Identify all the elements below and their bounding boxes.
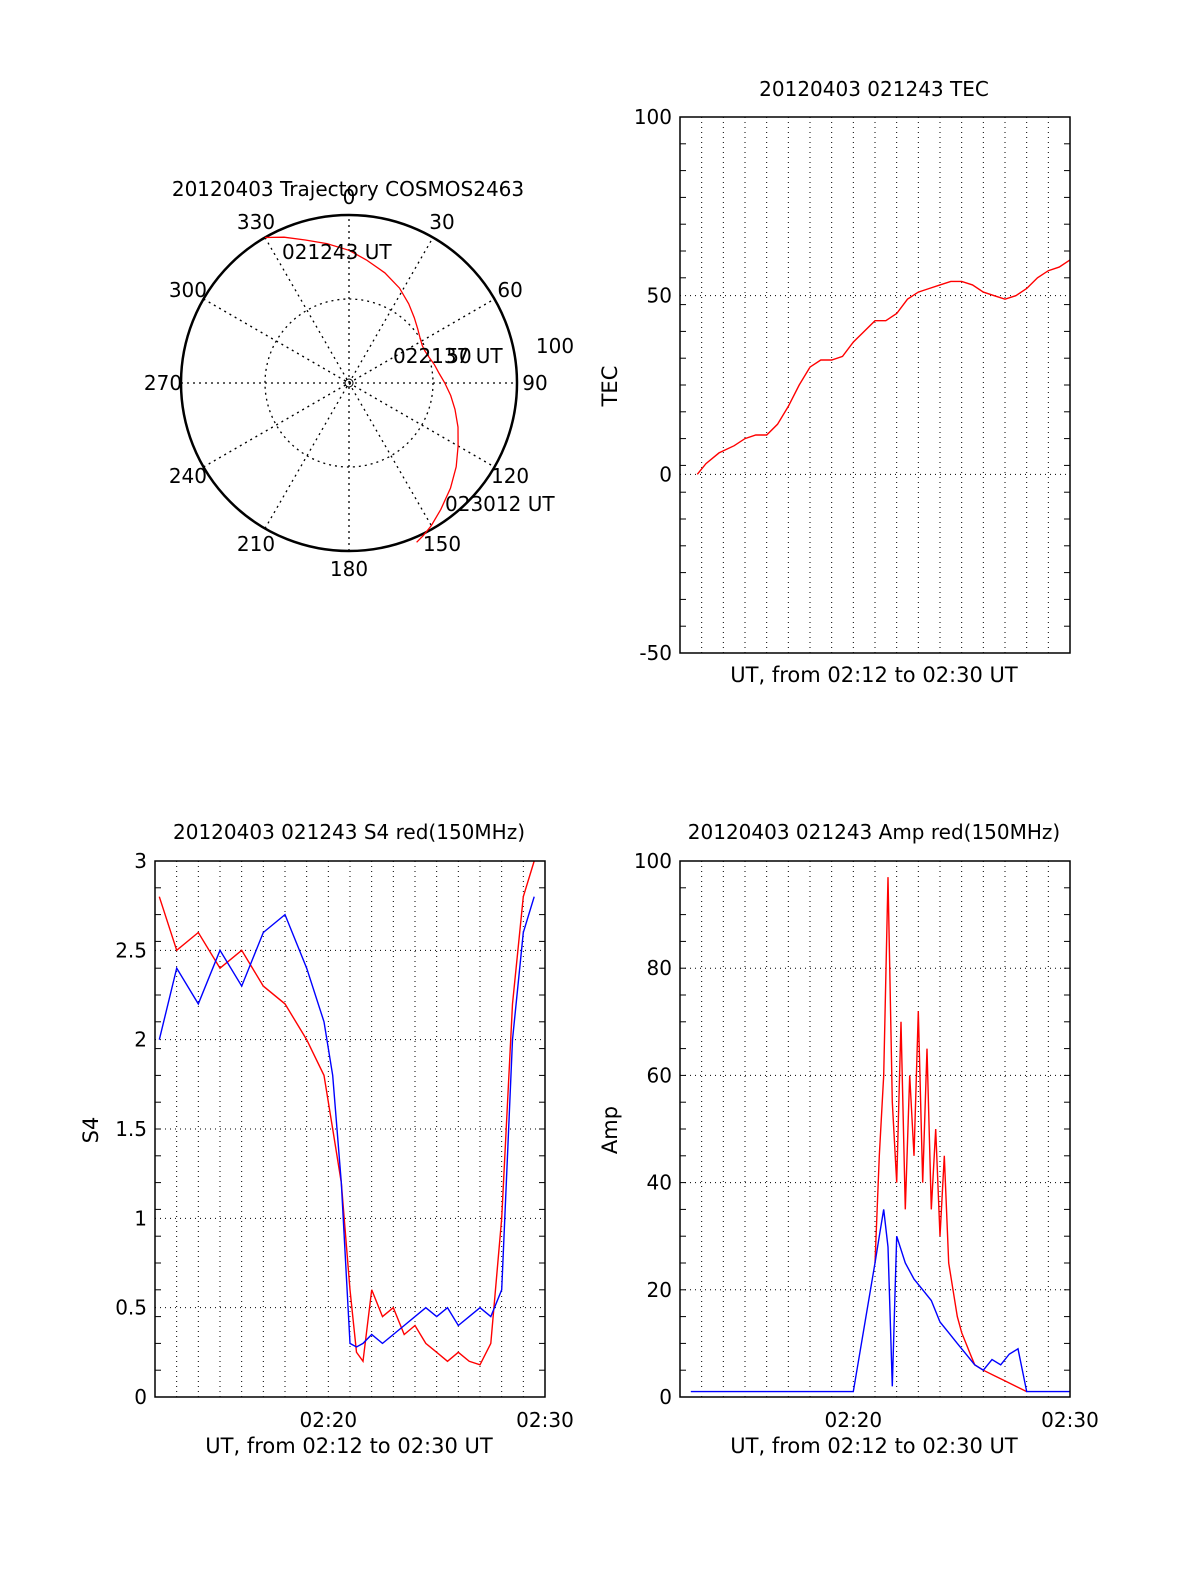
polar-angle-label: 300 [169,278,207,302]
series-line [696,259,1071,475]
amp-chart: 20120403 021243 Amp red(150MHz) 0 20 40 60 8… [598,820,1099,1458]
polar-angle-label: 180 [330,557,368,581]
trajectory-polar-chart: 20120403 Trajectory COSMOS2463 0 30 60 90 12… [144,177,574,581]
amp-grid [680,861,1070,1397]
s4-xlabel: UT, from 02:12 to 02:30 UT [205,1434,493,1458]
y-tick-label: 50 [647,284,672,308]
polar-angle-label: 90 [522,371,547,395]
amp-x-tick-labels: 02:20 02:30 [825,1408,1099,1432]
s4-series [158,860,535,1366]
trajectory-track [264,236,459,543]
tec-y-tick-labels: -50 0 50 100 [634,105,672,665]
y-tick-label: 80 [647,956,672,980]
s4-title: 20120403 021243 S4 red(150MHz) [173,820,525,844]
y-tick-label: 2 [134,1028,147,1052]
x-tick-label: 02:30 [1041,1408,1099,1432]
y-tick-label: 100 [634,849,672,873]
amp-title: 20120403 021243 Amp red(150MHz) [688,820,1060,844]
y-tick-label: 2.5 [115,938,147,962]
y-tick-label: 1 [134,1206,147,1230]
y-tick-label: 1.5 [115,1117,147,1141]
y-tick-label: 20 [647,1278,672,1302]
series-line [158,896,535,1348]
series-line [690,1209,1070,1393]
annotation-start: 021243 UT [282,240,392,264]
s4-x-tick-labels: 02:20 02:30 [300,1408,574,1432]
tec-plot-frame [679,116,1071,654]
polar-ring-label: 50 [446,344,471,368]
s4-grid [155,861,545,1397]
y-tick-label: 0.5 [115,1296,147,1320]
amp-series [690,877,1070,1393]
y-tick-label: 0 [134,1385,147,1409]
y-tick-label: 40 [647,1171,672,1195]
polar-spoke [264,237,434,529]
amp-xlabel: UT, from 02:12 to 02:30 UT [730,1434,1018,1458]
polar-angle-label: 330 [237,210,275,234]
x-tick-label: 02:20 [300,1408,358,1432]
amp-plot-frame [679,860,1071,1398]
tec-xlabel: UT, from 02:12 to 02:30 UT [730,663,1018,687]
series-line [874,877,1028,1393]
y-tick-label: 0 [659,1385,672,1409]
polar-ring-label: 100 [536,334,574,358]
trajectory-line [264,236,459,543]
trajectory-title: 20120403 Trajectory COSMOS2463 [172,177,524,201]
y-tick-label: 100 [634,105,672,129]
polar-angle-labels: 0 30 60 90 120 150 180 210 240 270 300 330 50 100 [144,185,574,581]
s4-chart: 20120403 021243 S4 red(150MHz) 0 0.5 1 1.5 2… [79,820,574,1458]
y-tick-label: -50 [639,641,672,665]
annotation-end: 023012 UT [445,492,555,516]
polar-angle-label: 150 [423,532,461,556]
tec-ylabel: TEC [598,366,622,408]
polar-angle-label: 240 [169,464,207,488]
amp-y-tick-labels: 0 20 40 60 80 100 [634,849,672,1409]
polar-angle-label: 120 [491,464,529,488]
x-tick-label: 02:20 [825,1408,883,1432]
polar-angle-label: 30 [429,210,454,234]
polar-angle-label: 210 [237,532,275,556]
s4-plot-frame [154,860,546,1398]
series-line [158,860,535,1366]
annotation-mid: 022137 UT [393,344,503,368]
y-tick-label: 0 [659,462,672,486]
tec-series [696,259,1071,475]
y-tick-label: 3 [134,849,147,873]
amp-ylabel: Amp [598,1106,622,1154]
polar-angle-label: 60 [497,278,522,302]
polar-angle-label: 270 [144,371,182,395]
polar-angle-label: 0 [343,185,356,209]
polar-grid [179,213,519,553]
x-tick-label: 02:30 [516,1408,574,1432]
tec-grid [680,117,1070,653]
s4-ylabel: S4 [79,1117,103,1144]
tec-title: 20120403 021243 TEC [759,77,989,101]
y-tick-label: 60 [647,1063,672,1087]
s4-y-tick-labels: 0 0.5 1 1.5 2 2.5 3 [115,849,147,1409]
tec-chart: 20120403 021243 TEC -50 0 50 100 UT, from 0… [598,77,1071,687]
